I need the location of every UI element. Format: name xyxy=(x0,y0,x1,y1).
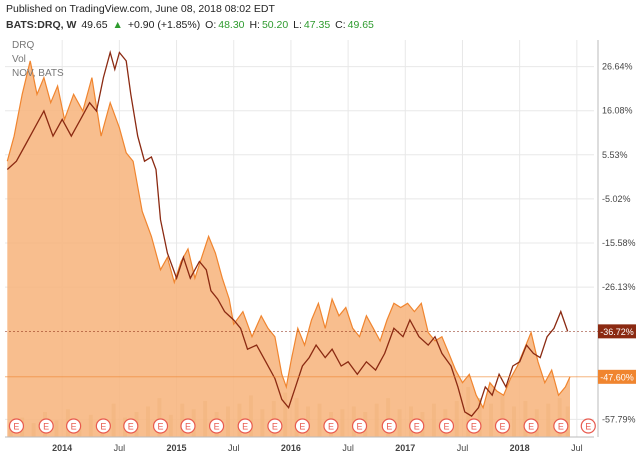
quote-bar: BATS:DRQ, W 49.65 ▲ +0.90 (+1.85%) O: 48.… xyxy=(6,19,376,31)
earnings-marker-3[interactable]: E xyxy=(95,418,111,434)
earnings-marker-label: E xyxy=(443,422,449,432)
drq-badge xyxy=(598,369,636,384)
high-label: H: xyxy=(249,19,260,31)
earnings-marker-label: E xyxy=(558,422,564,432)
x-tick-label-6: 2017 xyxy=(395,443,415,453)
earnings-marker-label: E xyxy=(499,422,505,432)
price-change: +0.90 (+1.85%) xyxy=(127,19,201,31)
x-tick-label-2: 2015 xyxy=(167,443,187,453)
earnings-marker-label: E xyxy=(128,422,134,432)
legend-vol: Vol xyxy=(12,54,26,65)
open-value: 48.30 xyxy=(218,19,245,31)
earnings-marker-label: E xyxy=(471,422,477,432)
earnings-marker-label: E xyxy=(158,422,164,432)
y-tick-label-0: 26.64% xyxy=(602,62,633,72)
earnings-marker-15[interactable]: E xyxy=(438,418,455,434)
earnings-marker-label: E xyxy=(299,422,305,432)
nov-line xyxy=(6,50,569,417)
earnings-marker-9[interactable]: E xyxy=(267,418,283,434)
earnings-marker-label: E xyxy=(13,422,19,432)
drq-area xyxy=(7,60,571,438)
symbol-label[interactable]: BATS:DRQ, W xyxy=(6,19,77,31)
earnings-marker-label: E xyxy=(272,422,278,432)
earnings-marker-16[interactable]: E xyxy=(466,418,482,434)
y-tick-label-2: 5.53% xyxy=(602,150,628,160)
earnings-marker-label: E xyxy=(214,422,220,432)
drq-line xyxy=(6,60,571,410)
high-value: 50.20 xyxy=(261,19,289,31)
x-tick-labels: 2014 Jul 2015 Jul 2016 Jul 2017 Jul 2018 Jul xyxy=(52,443,582,453)
close-value: 49.65 xyxy=(347,19,374,31)
y-tick-label-1: 16.08% xyxy=(602,106,633,116)
x-tick-label-1: Jul xyxy=(114,443,126,453)
x-tick-label-5: Jul xyxy=(342,443,354,453)
earnings-marker-1[interactable]: E xyxy=(38,418,54,434)
earnings-marker-10[interactable]: E xyxy=(294,418,310,434)
earnings-marker-2[interactable]: E xyxy=(66,418,82,434)
low-value: 47.35 xyxy=(303,19,331,31)
last-price: 49.65 xyxy=(81,19,108,31)
earnings-marker-11[interactable]: E xyxy=(323,418,339,434)
legend-symbol: DRQ xyxy=(12,40,34,51)
last-value-badges: -36.72% -47.60% xyxy=(5,324,636,384)
earnings-marker-label: E xyxy=(328,422,334,432)
earnings-marker-label: E xyxy=(43,422,49,432)
earnings-marker-13[interactable]: E xyxy=(381,418,397,434)
earnings-marker-12[interactable]: E xyxy=(351,418,368,434)
earnings-marker-18[interactable]: E xyxy=(523,418,539,434)
earnings-marker-label: E xyxy=(71,422,77,432)
y-tick-labels: 26.64% 16.08% 5.53% -5.02% -15.58% -26.13% -57… xyxy=(602,62,636,425)
earnings-marker-14[interactable]: E xyxy=(409,418,425,434)
nov-badge-label: -36.72% xyxy=(600,327,634,337)
y-tick-label-4: -15.58% xyxy=(602,238,636,248)
earnings-marker-label: E xyxy=(185,422,191,432)
y-tick-label-6: -57.79% xyxy=(602,414,636,424)
nov-badge xyxy=(598,324,636,339)
legend-compare: NOV, BATS xyxy=(12,68,64,79)
earnings-marker-7[interactable]: E xyxy=(208,418,225,434)
earnings-marker-label: E xyxy=(585,422,591,432)
earnings-marker-label: E xyxy=(357,422,363,432)
earnings-marker-5[interactable]: E xyxy=(152,418,169,434)
x-tick-label-4: 2016 xyxy=(281,443,301,453)
drq-badge-label: -47.60% xyxy=(600,372,634,382)
earnings-marker-4[interactable]: E xyxy=(123,418,139,434)
published-caption: Published on TradingView.com, June 08, 2… xyxy=(6,3,275,15)
earnings-marker-label: E xyxy=(528,422,534,432)
x-tick-label-3: Jul xyxy=(228,443,240,453)
earnings-marker-label: E xyxy=(242,422,248,432)
earnings-marker-label: E xyxy=(386,422,392,432)
low-label: L: xyxy=(293,19,302,31)
earnings-marker-17[interactable]: E xyxy=(494,418,511,434)
earnings-marker-label: E xyxy=(100,422,106,432)
earnings-marker-19[interactable]: E xyxy=(553,418,569,434)
earnings-marker-label: E xyxy=(414,422,420,432)
up-arrow-icon: ▲ xyxy=(112,19,123,31)
earnings-marker-20[interactable]: E xyxy=(580,418,596,434)
earnings-marker-8[interactable]: E xyxy=(237,418,253,434)
y-tick-label-3: -5.02% xyxy=(602,194,631,204)
earnings-marker-0[interactable]: E xyxy=(8,418,25,434)
close-label: C: xyxy=(335,19,346,31)
earnings-marker-6[interactable]: E xyxy=(180,418,196,434)
x-tick-label-8: 2018 xyxy=(510,443,530,453)
x-tick-label-0: 2014 xyxy=(52,443,72,453)
x-tick-label-9: Jul xyxy=(571,443,583,453)
x-tick-label-7: Jul xyxy=(457,443,469,453)
y-tick-label-5: -26.13% xyxy=(602,282,636,292)
open-label: O: xyxy=(205,19,217,31)
